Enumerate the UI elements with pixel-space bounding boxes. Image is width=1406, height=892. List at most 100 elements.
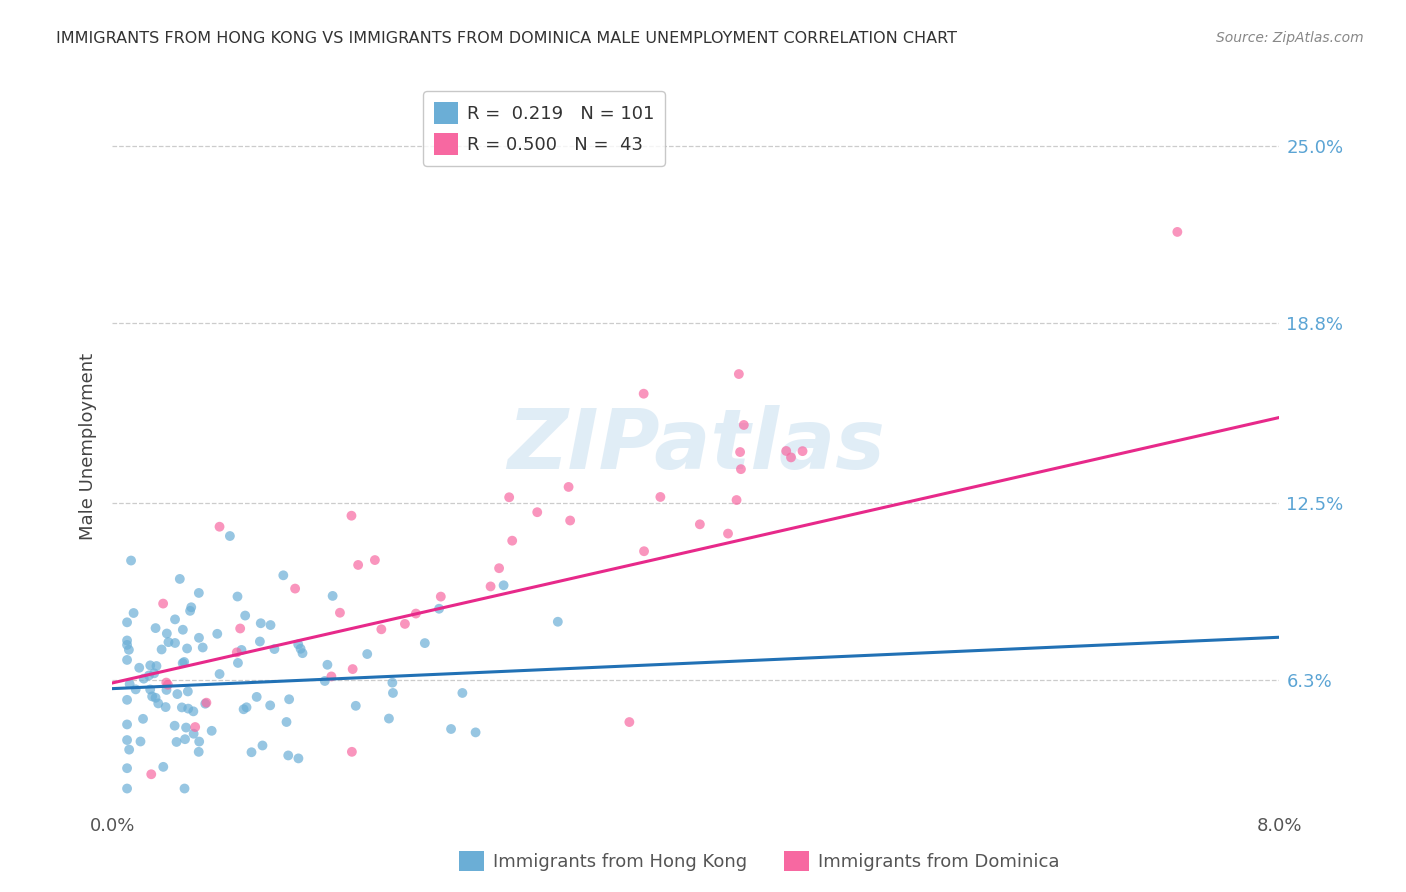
Point — [276, 714, 298, 729]
Point — [249, 616, 271, 631]
Point — [155, 675, 177, 690]
Point — [226, 590, 249, 604]
Point — [173, 781, 195, 796]
Point — [115, 717, 138, 731]
Point — [188, 734, 211, 748]
Point — [145, 659, 167, 673]
Point — [166, 735, 188, 749]
Point — [381, 686, 404, 700]
Point — [284, 582, 307, 596]
Point — [156, 678, 179, 692]
Point — [259, 618, 281, 632]
Point — [169, 572, 191, 586]
Point — [231, 643, 253, 657]
Point — [176, 641, 198, 656]
Point — [322, 589, 344, 603]
Point — [141, 767, 163, 781]
Point — [413, 636, 436, 650]
Point — [115, 733, 138, 747]
Point — [733, 417, 755, 432]
Point — [132, 672, 155, 686]
Point — [730, 462, 752, 476]
Point — [492, 578, 515, 592]
Point — [619, 714, 641, 729]
Point — [115, 761, 138, 775]
Point — [364, 553, 387, 567]
Point — [207, 627, 229, 641]
Point — [775, 444, 797, 458]
Point — [370, 622, 392, 636]
Point — [232, 702, 254, 716]
Point — [174, 732, 197, 747]
Point — [347, 558, 370, 572]
Point — [240, 745, 263, 759]
Point — [120, 553, 142, 567]
Legend: Immigrants from Hong Kong, Immigrants from Dominica: Immigrants from Hong Kong, Immigrants fr… — [451, 844, 1067, 879]
Point — [633, 386, 655, 401]
Point — [145, 621, 167, 635]
Point — [287, 637, 309, 651]
Point — [650, 490, 672, 504]
Point — [194, 697, 217, 711]
Point — [501, 533, 523, 548]
Point — [183, 704, 205, 718]
Point — [263, 642, 285, 657]
Point — [430, 590, 453, 604]
Point — [219, 529, 242, 543]
Point — [174, 721, 197, 735]
Point — [170, 700, 193, 714]
Point — [526, 505, 548, 519]
Point — [139, 682, 162, 697]
Point — [560, 514, 582, 528]
Point — [356, 647, 378, 661]
Point — [464, 725, 486, 739]
Point — [290, 641, 312, 656]
Point — [440, 722, 463, 736]
Point — [177, 684, 200, 698]
Point — [252, 739, 274, 753]
Text: ZIPatlas: ZIPatlas — [508, 406, 884, 486]
Point — [329, 606, 352, 620]
Point — [163, 719, 186, 733]
Point — [156, 626, 179, 640]
Point — [177, 701, 200, 715]
Point — [187, 586, 209, 600]
Point — [179, 604, 201, 618]
Point — [246, 690, 269, 704]
Point — [148, 697, 170, 711]
Point — [118, 677, 141, 691]
Point — [150, 642, 173, 657]
Point — [717, 526, 740, 541]
Point — [125, 682, 148, 697]
Point — [427, 601, 450, 615]
Point — [122, 606, 145, 620]
Text: IMMIGRANTS FROM HONG KONG VS IMMIGRANTS FROM DOMINICA MALE UNEMPLOYMENT CORRELAT: IMMIGRANTS FROM HONG KONG VS IMMIGRANTS … — [56, 31, 957, 46]
Point — [187, 745, 209, 759]
Point — [155, 700, 177, 714]
Point — [235, 700, 257, 714]
Point — [172, 656, 194, 670]
Point — [118, 742, 141, 756]
Point — [118, 642, 141, 657]
Point — [129, 734, 152, 748]
Point — [195, 696, 218, 710]
Point — [152, 760, 174, 774]
Point — [557, 480, 579, 494]
Point — [143, 666, 166, 681]
Point — [259, 698, 281, 713]
Point — [132, 712, 155, 726]
Point — [201, 723, 224, 738]
Point — [405, 607, 427, 621]
Point — [321, 669, 343, 683]
Point — [208, 667, 231, 681]
Point — [183, 727, 205, 741]
Point — [157, 635, 180, 649]
Y-axis label: Male Unemployment: Male Unemployment — [79, 352, 97, 540]
Point — [314, 673, 336, 688]
Point — [145, 690, 167, 705]
Point — [249, 634, 271, 648]
Point — [115, 633, 138, 648]
Point — [155, 682, 177, 697]
Point — [115, 653, 138, 667]
Point — [128, 661, 150, 675]
